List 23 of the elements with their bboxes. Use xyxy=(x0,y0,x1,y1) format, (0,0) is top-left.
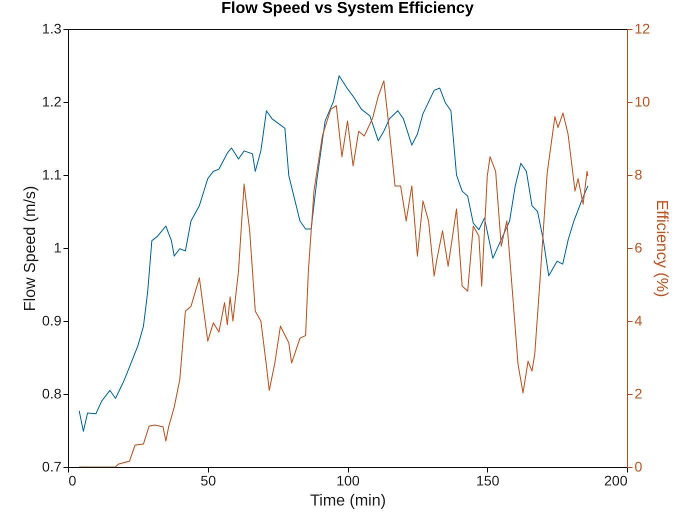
y-axis-title: Flow Speed (m/s) xyxy=(22,186,40,312)
y-tick-label: 0.7 xyxy=(42,458,62,474)
y2-tick-label: 10 xyxy=(634,94,650,110)
y2-tick-label: 0 xyxy=(634,458,642,474)
y2-tick-label: 8 xyxy=(634,166,642,182)
y-tick-label: 1.3 xyxy=(42,20,62,36)
y-tick-label: 0.9 xyxy=(42,312,62,328)
x-tick-label: 200 xyxy=(604,472,628,488)
x-tick-label: 100 xyxy=(336,472,360,488)
x-tick-label: 0 xyxy=(68,472,76,488)
y2-tick-label: 2 xyxy=(634,386,642,402)
y-tick-label: 1 xyxy=(54,240,62,256)
x-axis-title: Time (min) xyxy=(310,492,386,510)
x-tick-label: 150 xyxy=(476,472,500,488)
chart-title: Flow Speed vs System Efficiency xyxy=(221,0,474,17)
y2-tick-label: 12 xyxy=(634,20,650,36)
x-tick-label: 50 xyxy=(200,472,216,488)
y-tick-label: 0.8 xyxy=(42,386,62,402)
y2-tick-label: 6 xyxy=(634,240,642,256)
y-tick-label: 1.1 xyxy=(42,166,62,182)
y2-axis-title: Efficiency (%) xyxy=(653,200,670,298)
y2-tick-label: 4 xyxy=(634,312,642,328)
y-tick-label: 1.2 xyxy=(42,94,62,110)
